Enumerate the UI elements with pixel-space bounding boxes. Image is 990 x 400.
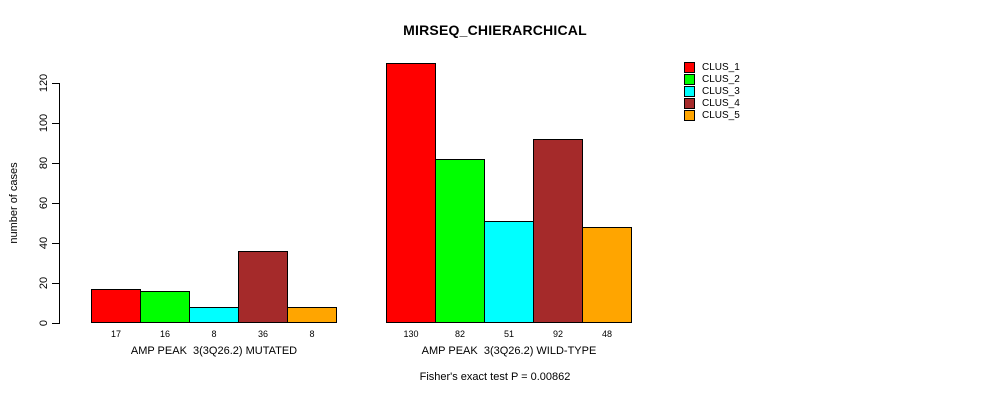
bar-clus_1-group2 [386, 63, 436, 323]
bar-value-label: 8 [309, 329, 315, 339]
legend-swatch-clus_5 [684, 110, 695, 121]
y-tick-mark [52, 283, 59, 284]
legend-item-clus_2: CLUS_2 [684, 74, 740, 85]
y-tick-label: 60 [38, 196, 50, 210]
y-tick-label: 0 [38, 319, 50, 327]
legend-swatch-clus_2 [684, 74, 695, 85]
legend-item-clus_1: CLUS_1 [684, 62, 740, 73]
y-tick-mark [52, 123, 59, 124]
legend-label: CLUS_3 [702, 86, 740, 97]
fisher-test-annotation: Fisher's exact test P = 0.00862 [419, 371, 571, 383]
bar-clus_4-group1 [238, 251, 288, 323]
legend-label: CLUS_1 [702, 62, 740, 73]
bar-clus_5-group2 [582, 227, 632, 323]
y-tick-mark [52, 83, 59, 84]
group-label-mutated: AMP PEAK 3(3Q26.2) MUTATED [130, 345, 298, 357]
legend-swatch-clus_3 [684, 86, 695, 97]
bar-clus_2-group2 [435, 159, 485, 323]
bar-value-label: 92 [552, 329, 563, 339]
legend-item-clus_3: CLUS_3 [684, 86, 740, 97]
legend-item-clus_4: CLUS_4 [684, 98, 740, 109]
legend-label: CLUS_4 [702, 98, 740, 109]
bar-clus_3-group2 [484, 221, 534, 323]
group-label-wild-type: AMP PEAK 3(3Q26.2) WILD-TYPE [421, 345, 597, 357]
y-tick-label: 120 [38, 73, 50, 93]
legend-swatch-clus_1 [684, 62, 695, 73]
y-tick-label: 20 [38, 276, 50, 290]
y-axis-line [59, 83, 60, 324]
bar-clus_1-group1 [91, 289, 141, 323]
bar-clus_3-group1 [189, 307, 239, 323]
legend-swatch-clus_4 [684, 98, 695, 109]
legend-item-clus_5: CLUS_5 [684, 110, 740, 121]
bar-value-label: 130 [403, 329, 419, 339]
bar-value-label: 36 [257, 329, 268, 339]
chart-title: MIRSEQ_CHIERARCHICAL [403, 22, 587, 38]
bar-clus_2-group1 [140, 291, 190, 323]
legend-label: CLUS_2 [702, 74, 740, 85]
bar-value-label: 48 [601, 329, 612, 339]
y-tick-label: 40 [38, 236, 50, 250]
legend-label: CLUS_5 [702, 110, 740, 121]
y-tick-label: 100 [38, 113, 50, 133]
y-tick-mark [52, 163, 59, 164]
bar-value-label: 8 [211, 329, 217, 339]
y-tick-mark [52, 323, 59, 324]
bar-value-label: 17 [110, 329, 121, 339]
bar-value-label: 16 [159, 329, 170, 339]
bar-clus_4-group2 [533, 139, 583, 323]
bar-value-label: 51 [503, 329, 514, 339]
bar-clus_5-group1 [287, 307, 337, 323]
bar-value-label: 82 [454, 329, 465, 339]
y-axis-label: number of cases [8, 162, 20, 244]
y-tick-mark [52, 203, 59, 204]
y-tick-label: 80 [38, 156, 50, 170]
y-tick-mark [52, 243, 59, 244]
